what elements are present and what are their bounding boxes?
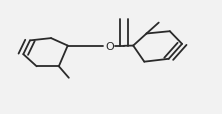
Text: O: O bbox=[106, 41, 115, 51]
